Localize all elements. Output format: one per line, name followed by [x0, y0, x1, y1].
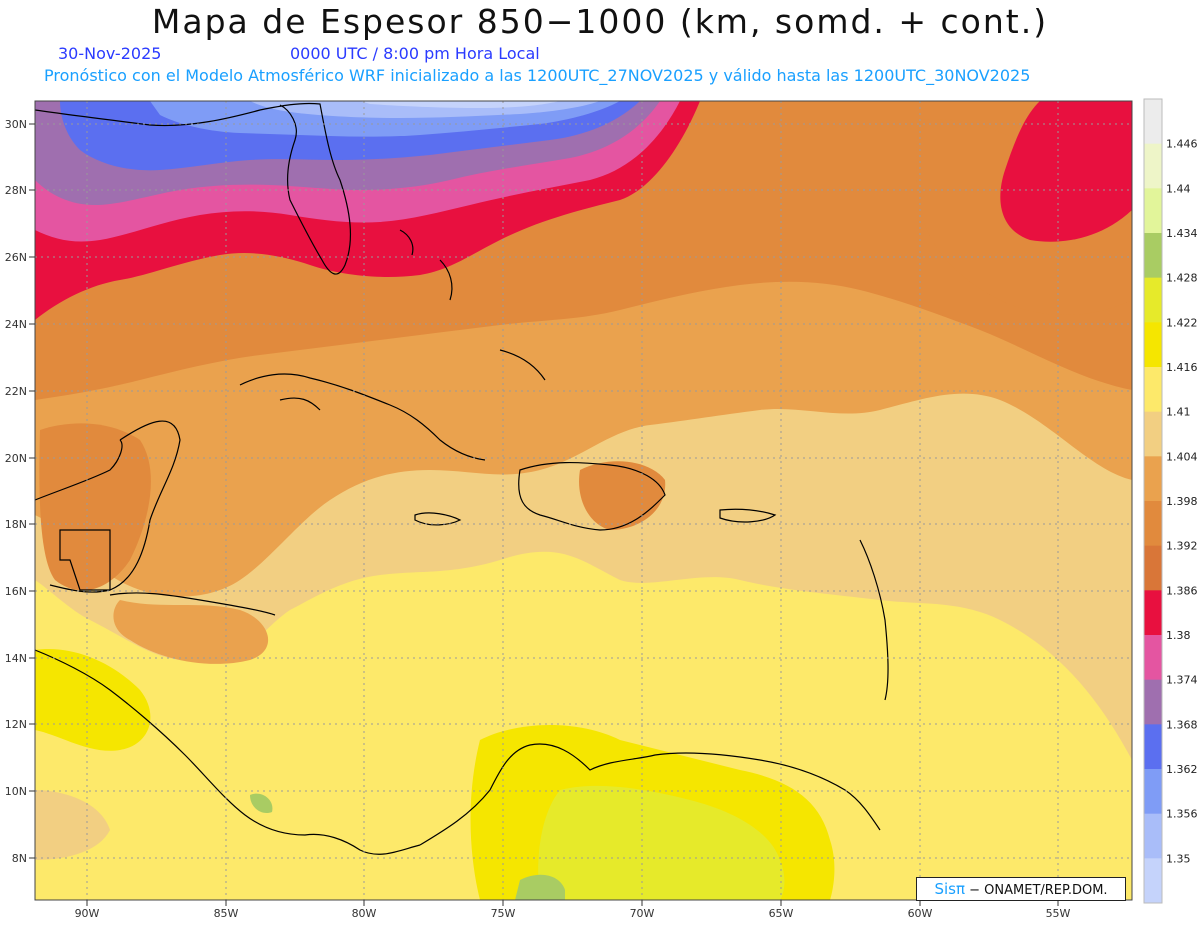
- colorbar-label: 1.446: [1166, 138, 1198, 151]
- colorbar: 1.446 1.44 1.434 1.428 1.422 1.416 1.41 1.404 1.…: [1143, 98, 1198, 904]
- colorbar-swatch: [1144, 813, 1162, 859]
- valid-date: 30-Nov-2025: [58, 44, 162, 63]
- colorbar-label: 1.35: [1166, 852, 1191, 865]
- colorbar-swatch: [1144, 545, 1162, 591]
- colorbar-label: 1.38: [1166, 629, 1191, 642]
- lon-label: 75W: [491, 907, 516, 920]
- lat-label: 12N: [5, 718, 27, 731]
- forecast-info: Pronóstico con el Modelo Atmosférico WRF…: [44, 66, 1031, 85]
- colorbar-label: 1.404: [1166, 450, 1198, 463]
- lon-label: 65W: [769, 907, 794, 920]
- colorbar-swatch: [1144, 456, 1162, 502]
- lon-label: 60W: [908, 907, 933, 920]
- lat-label: 20N: [5, 452, 27, 465]
- coastlines: [35, 102, 889, 855]
- colorbar-label: 1.428: [1166, 272, 1198, 285]
- colorbar-swatch: [1144, 188, 1162, 234]
- lon-label: 90W: [75, 907, 100, 920]
- colorbar-swatch: [1144, 724, 1162, 770]
- colorbar-label: 1.434: [1166, 227, 1198, 240]
- colorbar-swatch: [1144, 411, 1162, 457]
- grid-lines: [35, 101, 1132, 900]
- colorbar-swatch: [1144, 143, 1162, 189]
- lat-labels: 30N 28N 26N 24N 22N 20N 18N 16N 14N 12N …: [5, 118, 27, 865]
- colorbar-swatch: [1144, 99, 1162, 145]
- colorbar-swatch: [1144, 322, 1162, 368]
- colorbar-swatch: [1144, 277, 1162, 323]
- colorbar-swatch: [1144, 501, 1162, 547]
- map-frame: [34, 100, 1133, 901]
- colorbar-swatch: [1144, 367, 1162, 413]
- lat-label: 10N: [5, 785, 27, 798]
- lat-label: 8N: [12, 852, 27, 865]
- colorbar-swatch: [1144, 590, 1162, 636]
- lon-label: 70W: [630, 907, 655, 920]
- colorbar-label: 1.356: [1166, 808, 1198, 821]
- colorbar-label: 1.398: [1166, 495, 1198, 508]
- colorbar-swatch: [1144, 233, 1162, 279]
- colorbar-label: 1.422: [1166, 316, 1198, 329]
- colorbar-label: 1.392: [1166, 540, 1198, 553]
- colorbar-label: 1.368: [1166, 718, 1198, 731]
- source-text: − ONAMET/REP.DOM.: [965, 883, 1108, 898]
- colorbar-swatch: [1144, 635, 1162, 681]
- lon-ticks: [86, 900, 1059, 906]
- lat-ticks: [29, 123, 35, 859]
- colorbar-frame: [1143, 98, 1163, 904]
- lon-label: 85W: [214, 907, 239, 920]
- sis-logo: Sisπ: [934, 880, 965, 898]
- colorbar-label: 1.362: [1166, 763, 1198, 776]
- lat-label: 26N: [5, 251, 27, 264]
- source-badge: Sisπ − ONAMET/REP.DOM.: [916, 877, 1126, 901]
- map-title: Mapa de Espesor 850−1000 (km, somd. + co…: [151, 2, 1049, 41]
- lon-label: 80W: [352, 907, 377, 920]
- contour-fill: [35, 101, 1132, 900]
- colorbar-label: 1.374: [1166, 674, 1198, 687]
- lat-label: 24N: [5, 318, 27, 331]
- lat-label: 18N: [5, 518, 27, 531]
- colorbar-swatch: [1144, 858, 1162, 904]
- colorbar-label: 1.44: [1166, 182, 1191, 195]
- lon-labels: 90W 85W 80W 75W 70W 65W 60W 55W: [75, 907, 1071, 920]
- lat-label: 30N: [5, 118, 27, 131]
- colorbar-label: 1.416: [1166, 361, 1198, 374]
- lat-label: 22N: [5, 385, 27, 398]
- colorbar-label: 1.386: [1166, 584, 1198, 597]
- lat-label: 28N: [5, 184, 27, 197]
- lat-label: 16N: [5, 585, 27, 598]
- colorbar-swatch: [1144, 769, 1162, 815]
- colorbar-label: 1.41: [1166, 406, 1191, 419]
- colorbar-swatch: [1144, 679, 1162, 725]
- lat-label: 14N: [5, 652, 27, 665]
- valid-time: 0000 UTC / 8:00 pm Hora Local: [290, 44, 540, 63]
- lon-label: 55W: [1046, 907, 1071, 920]
